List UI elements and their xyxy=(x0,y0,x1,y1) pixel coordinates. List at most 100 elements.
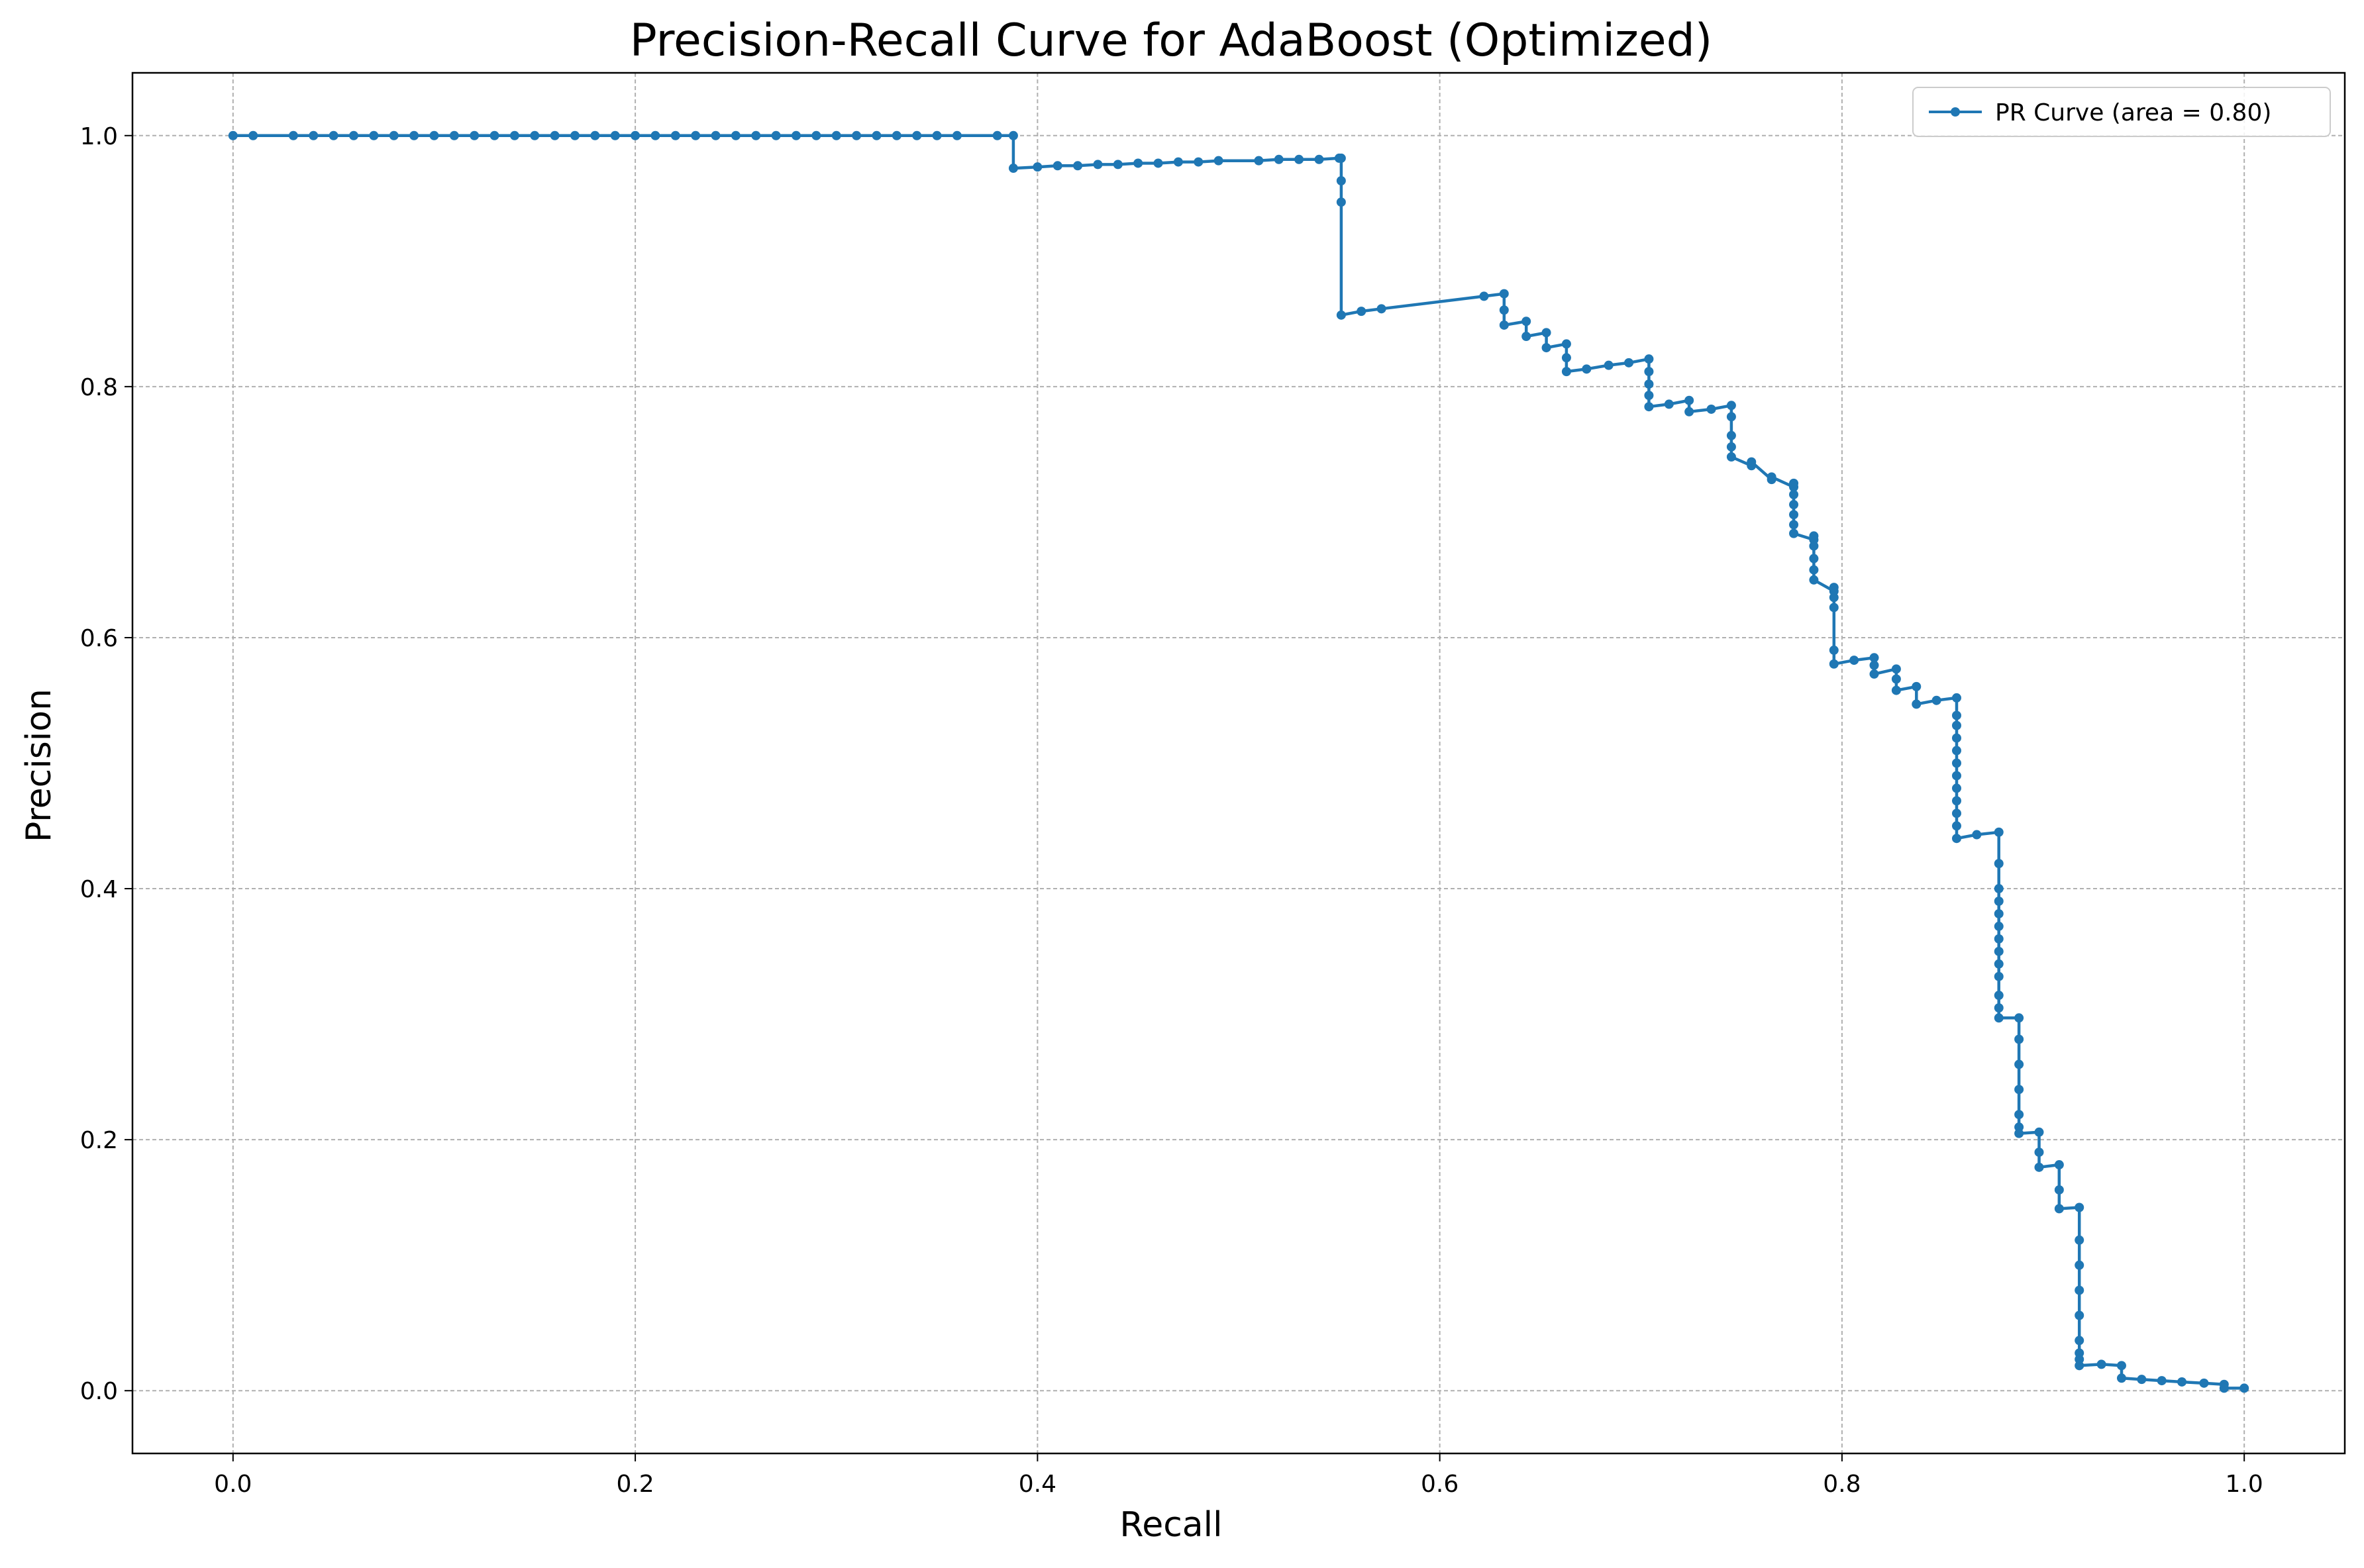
pr-curve-point xyxy=(1994,934,2004,944)
pr-curve-point xyxy=(912,130,922,140)
pr-curve-point xyxy=(2034,1127,2044,1137)
x-tick-label: 0.2 xyxy=(616,1471,654,1498)
pr-curve-point xyxy=(2054,1204,2064,1214)
y-tick-label: 0.8 xyxy=(80,374,118,401)
plot-frame xyxy=(131,72,2346,1455)
pr-curve-point xyxy=(2075,1260,2084,1270)
pr-curve-point xyxy=(1008,130,1018,140)
pr-curve-point xyxy=(1213,156,1223,166)
y-axis-label: Precision xyxy=(19,689,59,842)
pr-curve-point xyxy=(409,130,419,140)
pr-curve-point xyxy=(2157,1376,2167,1386)
pr-curve-point xyxy=(1644,402,1654,412)
pr-curve-point xyxy=(1684,407,1694,416)
pr-curve-point xyxy=(1994,991,2004,1001)
pr-curve-point xyxy=(530,130,540,140)
pr-curve-point xyxy=(429,130,439,140)
pr-curve-point xyxy=(1499,320,1509,330)
pr-curve-point xyxy=(288,130,298,140)
pr-curve-point xyxy=(1994,884,2004,894)
pr-curve-point xyxy=(1767,472,1776,482)
pr-curve-point xyxy=(1809,554,1819,564)
x-tick-label: 0.8 xyxy=(1823,1471,1861,1498)
pr-curve-point xyxy=(2075,1336,2084,1346)
pr-curve-point xyxy=(2034,1162,2044,1172)
pr-curve-point xyxy=(1254,156,1264,166)
pr-curve-point xyxy=(2239,1383,2249,1393)
pr-curve-point xyxy=(1829,645,1839,655)
pr-curve-point xyxy=(2116,1361,2126,1371)
pr-curve-point xyxy=(1891,685,1901,695)
pr-curve-point xyxy=(1521,332,1531,342)
pr-curve-point xyxy=(1726,452,1736,462)
pr-curve-point xyxy=(1644,367,1654,377)
pr-curve-point xyxy=(2014,1085,2024,1095)
x-tick-label: 0.4 xyxy=(1019,1471,1056,1498)
pr-curve-point xyxy=(610,130,620,140)
pr-curve-point xyxy=(2054,1185,2064,1195)
pr-curve-point xyxy=(811,130,821,140)
pr-curve-point xyxy=(590,130,600,140)
pr-curve-point xyxy=(1809,541,1819,551)
pr-curve-point xyxy=(1829,659,1839,669)
pr-curve-point xyxy=(1644,354,1654,364)
legend-label: PR Curve (area = 0.80) xyxy=(1995,99,2271,126)
pr-curve-point xyxy=(1499,305,1509,315)
pr-curve-point xyxy=(1561,367,1571,377)
pr-curve-point xyxy=(1951,796,1961,806)
pr-curve-point xyxy=(771,130,781,140)
pr-curve-point xyxy=(1809,575,1819,585)
pr-curve-point xyxy=(1789,510,1799,520)
pr-curve-point xyxy=(1664,399,1674,409)
pr-curve-point xyxy=(1951,733,1961,743)
pr-curve-point xyxy=(1951,746,1961,756)
pr-curve-point xyxy=(1994,946,2004,956)
pr-curve-point xyxy=(892,130,901,140)
pr-curve-point xyxy=(2075,1285,2084,1295)
pr-curve-point xyxy=(1994,897,2004,906)
pr-curve-point xyxy=(1073,161,1083,171)
pr-curve-point xyxy=(1726,412,1736,422)
pr-curve-point xyxy=(1376,304,1386,314)
series-layer xyxy=(228,130,2249,1393)
pr-curve-point xyxy=(1336,310,1346,320)
pr-curve-point xyxy=(1951,720,1961,730)
pr-curve-point xyxy=(1153,158,1163,168)
pr-curve-point xyxy=(1499,289,1509,299)
pr-curve-point xyxy=(2014,1110,2024,1120)
pr-curve-point xyxy=(1789,528,1799,538)
pr-curve-point xyxy=(711,130,721,140)
pr-curve-point xyxy=(329,130,338,140)
pr-curve-point xyxy=(1336,176,1346,186)
pr-curve-point xyxy=(2219,1383,2229,1393)
pr-curve-point xyxy=(952,130,962,140)
pr-curve-point xyxy=(1336,197,1346,207)
pr-curve-point xyxy=(1521,317,1531,326)
pr-curve-point xyxy=(2014,1013,2024,1023)
pr-curve-point xyxy=(2075,1235,2084,1245)
pr-curve-point xyxy=(1789,478,1799,488)
pr-curve-point xyxy=(1931,695,1941,705)
pr-curve-point xyxy=(349,130,358,140)
pr-curve-point xyxy=(2014,1059,2024,1069)
pr-curve-point xyxy=(2137,1375,2147,1385)
pr-curve-point xyxy=(1274,154,1284,164)
pr-curve-point xyxy=(2034,1148,2044,1157)
pr-curve-point xyxy=(2075,1202,2084,1212)
pr-curve-point xyxy=(570,130,580,140)
pr-curve-point xyxy=(1829,593,1839,603)
pr-curve-point xyxy=(852,130,862,140)
x-tick-label: 1.0 xyxy=(2226,1471,2263,1498)
x-axis-label: Recall xyxy=(1119,1505,1222,1545)
pr-curve-point xyxy=(1809,531,1819,541)
pr-curve-point xyxy=(1726,430,1736,440)
pr-curve-point xyxy=(2177,1377,2187,1387)
pr-curve-point xyxy=(228,130,238,140)
pr-curve-point xyxy=(1053,161,1062,171)
pr-curve-point xyxy=(1173,157,1183,167)
y-tick-label: 0.6 xyxy=(80,625,118,652)
pr-curve-point xyxy=(1849,656,1859,665)
pr-curve-point xyxy=(1726,442,1736,452)
